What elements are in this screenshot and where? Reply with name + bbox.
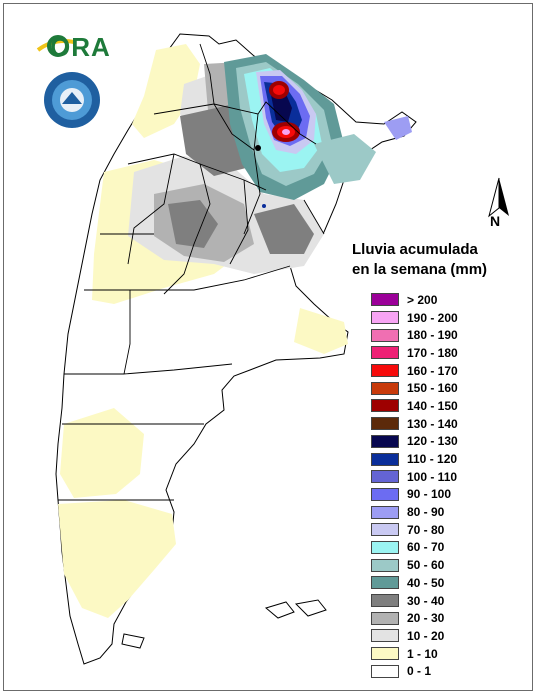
legend-row: 30 - 40	[371, 592, 458, 610]
legend-swatch	[371, 311, 399, 325]
legend-swatch	[371, 364, 399, 378]
legend-swatch	[371, 346, 399, 360]
legend-label: 180 - 190	[407, 328, 458, 343]
legend-label: 60 - 70	[407, 540, 445, 555]
city-marker	[262, 204, 266, 208]
legend-label: 150 - 160	[407, 381, 458, 396]
north-label: N	[490, 213, 501, 229]
map-frame: ORA	[3, 3, 533, 691]
city-marker	[255, 145, 261, 151]
legend-label: 160 - 170	[407, 363, 458, 378]
legend-row: 70 - 80	[371, 521, 458, 539]
legend-label: 10 - 20	[407, 628, 445, 643]
legend-swatch	[371, 611, 399, 625]
legend-title: Lluvia acumulada en la semana (mm)	[352, 240, 522, 280]
legend-swatch	[371, 540, 399, 554]
legend-label: 40 - 50	[407, 575, 445, 590]
legend-swatch	[371, 558, 399, 572]
rain-map	[55, 33, 417, 665]
legend-swatch	[371, 647, 399, 661]
legend-swatch	[371, 417, 399, 431]
legend-row: 120 - 130	[371, 433, 458, 451]
legend-swatch	[371, 629, 399, 643]
legend-row: 150 - 160	[371, 379, 458, 397]
legend-swatch	[371, 381, 399, 395]
legend-row: 60 - 70	[371, 539, 458, 557]
smn-seal-icon	[44, 72, 100, 128]
legend-title-line2: en la semana (mm)	[352, 261, 488, 278]
legend-row: 1 - 10	[371, 645, 458, 663]
legend-swatch	[371, 434, 399, 448]
legend-swatch	[371, 452, 399, 466]
legend-label: 110 - 120	[407, 452, 458, 467]
legend-swatch	[371, 487, 399, 501]
legend-row: 160 - 170	[371, 362, 458, 380]
legend-label: 140 - 150	[407, 398, 458, 413]
legend-row: 130 - 140	[371, 415, 458, 433]
legend-swatch	[371, 523, 399, 537]
legend-label: 50 - 60	[407, 558, 445, 573]
province-borders	[58, 43, 325, 501]
legend-row: 50 - 60	[371, 556, 458, 574]
legend-label: 80 - 90	[407, 505, 445, 520]
ora-logo-text: ORA	[50, 32, 111, 62]
legend-label: 100 - 110	[407, 469, 458, 484]
legend-swatch	[371, 328, 399, 342]
legend-row: 20 - 30	[371, 609, 458, 627]
rain-140-200-cores	[269, 81, 300, 142]
legend-label: 70 - 80	[407, 522, 445, 537]
legend-row: 80 - 90	[371, 503, 458, 521]
legend-swatch	[371, 293, 399, 307]
legend-row: > 200	[371, 291, 458, 309]
legend-label: 190 - 200	[407, 310, 458, 325]
legend-label: 130 - 140	[407, 416, 458, 431]
legend-row: 110 - 120	[371, 450, 458, 468]
legend-swatch	[371, 470, 399, 484]
legend-label: 1 - 10	[407, 646, 438, 661]
legend-row: 10 - 20	[371, 627, 458, 645]
legend-swatch	[371, 576, 399, 590]
legend-label: 120 - 130	[407, 434, 458, 449]
legend-row: 90 - 100	[371, 486, 458, 504]
legend-swatch	[371, 594, 399, 608]
legend-label: > 200	[407, 292, 438, 307]
legend-label: 20 - 30	[407, 611, 445, 626]
ora-logo-icon	[36, 35, 75, 57]
legend-row: 140 - 150	[371, 397, 458, 415]
legend-label: 170 - 180	[407, 345, 458, 360]
legend-row: 180 - 190	[371, 326, 458, 344]
tierra-del-fuego	[121, 633, 145, 649]
legend-row: 100 - 110	[371, 468, 458, 486]
legend-swatch	[371, 664, 399, 678]
legend-row: 40 - 50	[371, 574, 458, 592]
legend-swatch	[371, 505, 399, 519]
legend-title-line1: Lluvia acumulada	[352, 241, 478, 258]
legend-swatch	[371, 399, 399, 413]
north-arrow-icon	[488, 177, 509, 218]
legend-label: 0 - 1	[407, 664, 432, 679]
legend-label: 30 - 40	[407, 593, 445, 608]
legend-label: 90 - 100	[407, 487, 452, 502]
malvinas-islands	[264, 599, 327, 619]
legend-row: 0 - 1	[371, 662, 458, 680]
legend: > 200 190 - 200 180 - 190 170 - 180 160 - 17…	[371, 291, 458, 680]
legend-row: 190 - 200	[371, 309, 458, 327]
legend-row: 170 - 180	[371, 344, 458, 362]
